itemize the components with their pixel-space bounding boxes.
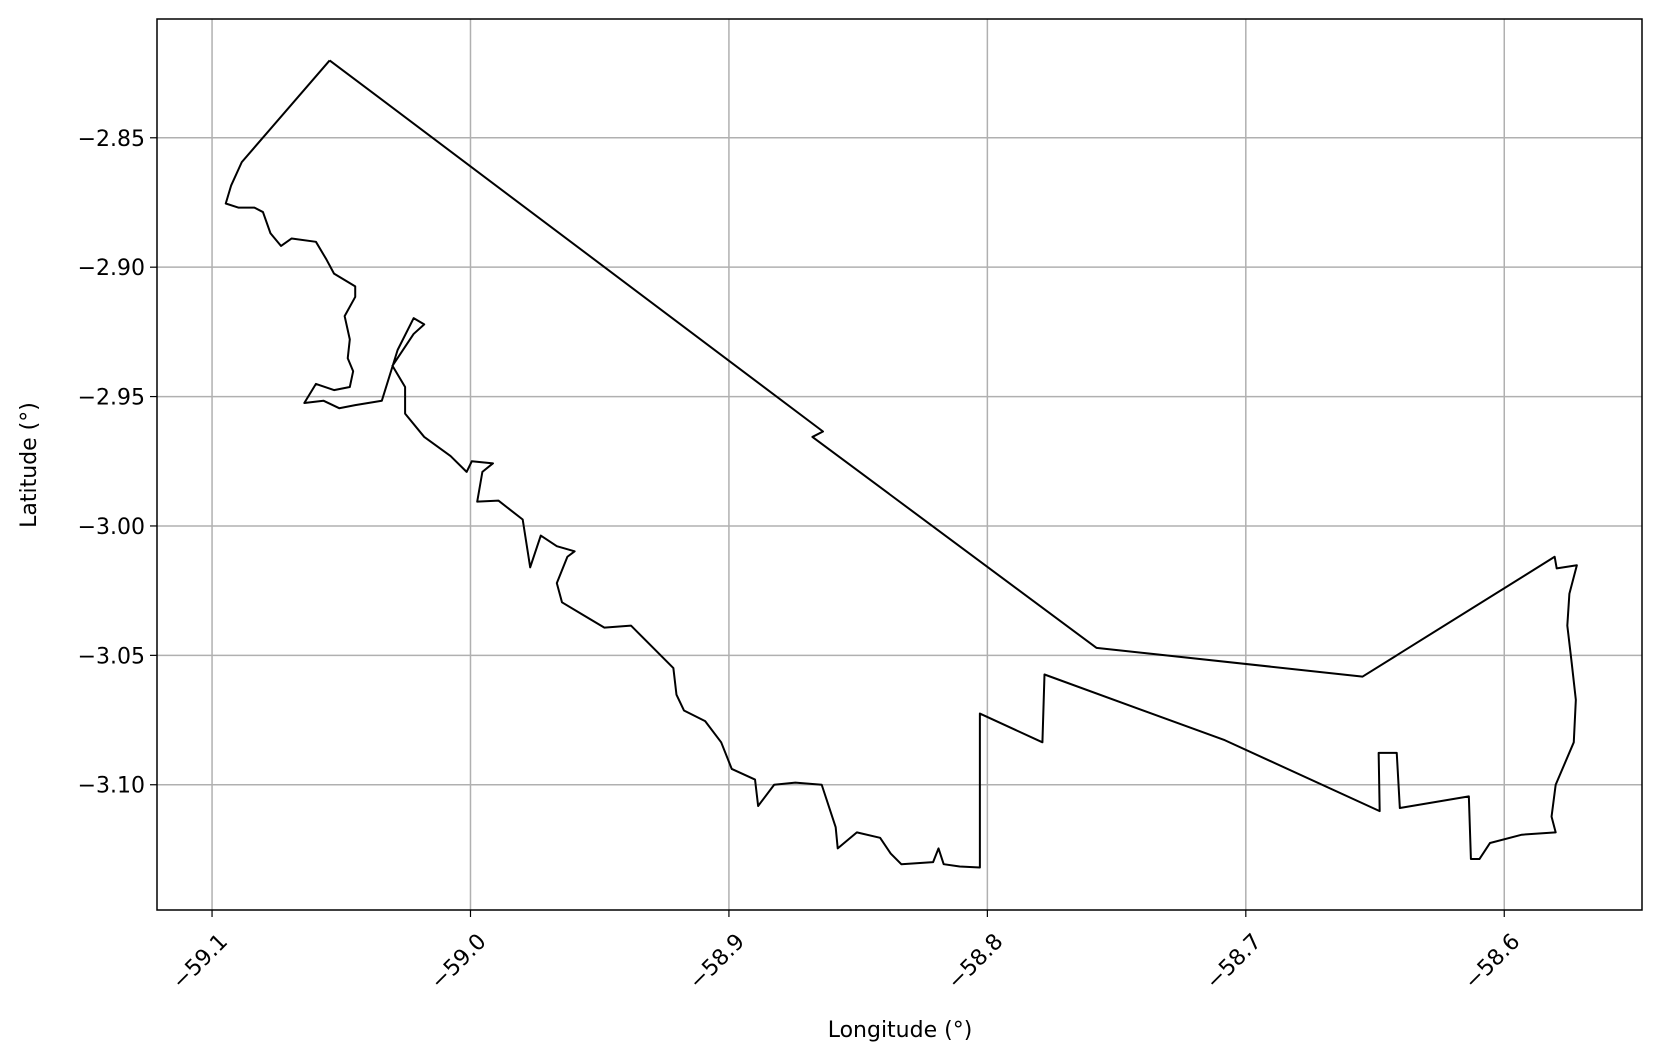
x-tick-label: −58.8 — [943, 929, 1008, 994]
y-tick-label: −2.95 — [78, 386, 145, 411]
y-axis-label: Latitude (°) — [17, 402, 42, 528]
x-tick-label: −58.7 — [1201, 929, 1266, 994]
boundary-line — [224, 59, 1578, 869]
plot-frame — [156, 18, 1643, 911]
y-tick-label: −2.85 — [78, 127, 145, 152]
x-axis-label: Longitude (°) — [828, 1018, 973, 1043]
x-tick-label: −59.1 — [168, 929, 233, 994]
y-tick-label: −3.05 — [78, 644, 145, 669]
y-tick-label: −3.00 — [78, 515, 145, 540]
x-tick-label: −58.6 — [1460, 929, 1525, 994]
y-tick-label: −2.90 — [78, 256, 145, 281]
x-tick-label: −59.0 — [426, 929, 491, 994]
x-tick-label: −58.9 — [685, 929, 750, 994]
y-tick-label: −3.10 — [78, 774, 145, 799]
